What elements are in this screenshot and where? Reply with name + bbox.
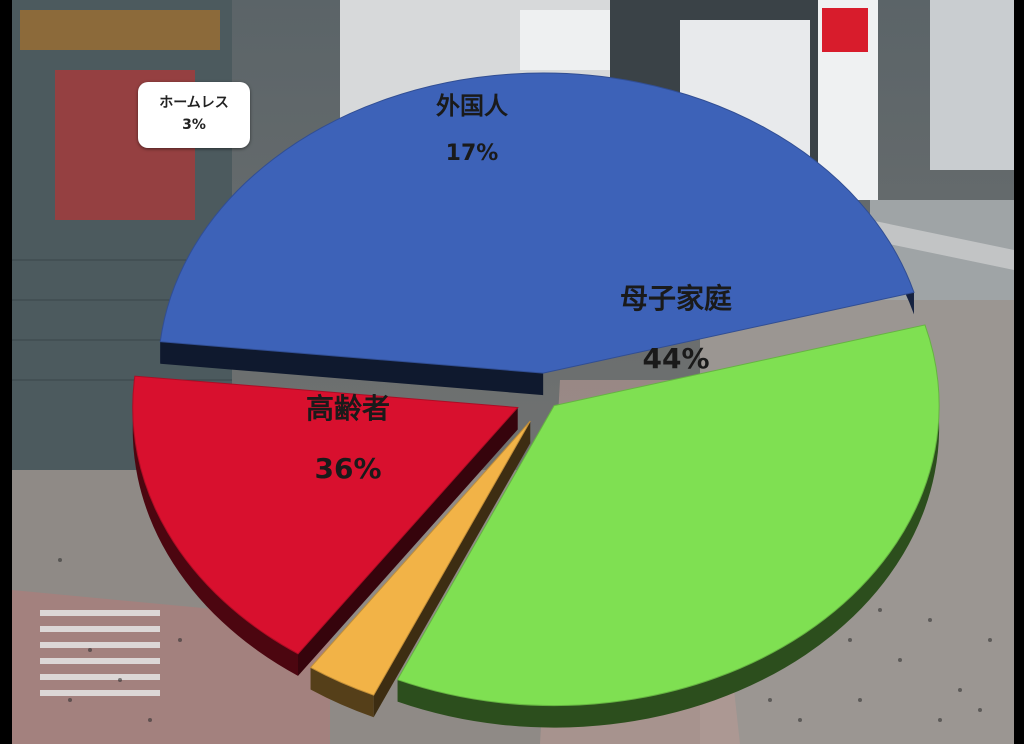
pie-slice-0: [159, 72, 915, 374]
slice-value-1: 36%: [314, 452, 381, 485]
pie-slice-side-3: [132, 376, 298, 676]
pie-slice-wall-3: [297, 407, 518, 676]
callout-label: ホームレス: [159, 95, 229, 112]
pie-slice-1: [396, 324, 940, 707]
slice-value-3: 17%: [446, 141, 499, 166]
pie-slice-side-2: [310, 667, 374, 718]
pie-slice-3: [132, 375, 519, 655]
slice-label-3: 外国人: [436, 92, 508, 120]
pie-slice-wall-0: [160, 341, 544, 396]
slice-label-0: 母子家庭: [620, 282, 732, 315]
slice-value-0: 44%: [642, 342, 709, 375]
pie-slice-2: [309, 420, 531, 696]
callout-homeless: ホームレス 3%: [138, 82, 250, 148]
callout-value: 3%: [182, 117, 206, 133]
slice-label-1: 高齢者: [306, 392, 390, 425]
pie-slice-wall-2: [373, 421, 531, 718]
